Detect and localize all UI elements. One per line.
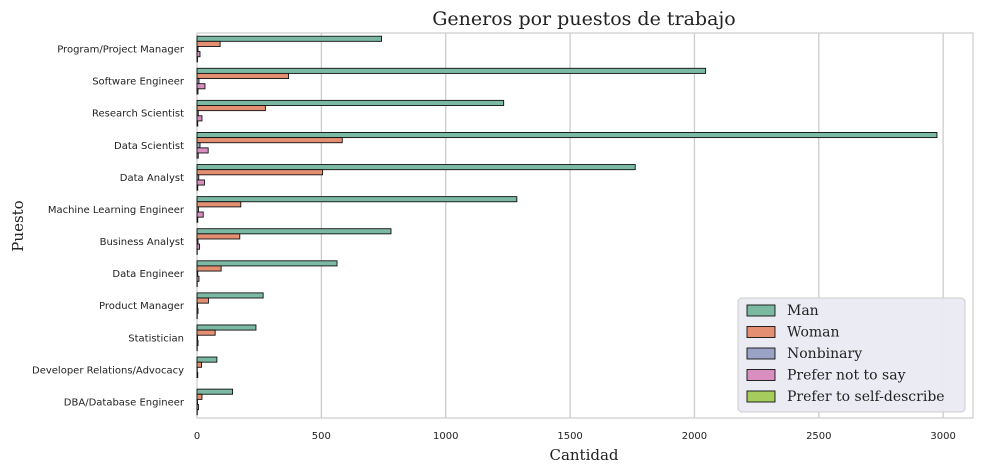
- bar: [196, 393, 203, 400]
- bar: [196, 228, 392, 235]
- y-tick-label: Program/Project Manager: [57, 45, 185, 56]
- bar: [196, 115, 203, 122]
- x-tick-label: 500: [312, 431, 331, 442]
- y-tick-label: Business Analyst: [100, 237, 184, 248]
- bar: [196, 72, 289, 80]
- bar: [196, 83, 206, 90]
- bar: [196, 132, 938, 139]
- bar: [196, 356, 218, 363]
- bar: [196, 339, 199, 346]
- bar: [196, 243, 200, 250]
- legend: Man Woman Nonbinary Prefer not to say Prefer…: [737, 297, 966, 413]
- legend-swatch: [746, 304, 776, 317]
- y-tick-label: Developer Relations/Advocacy: [32, 365, 184, 376]
- bar: [196, 196, 518, 203]
- bar: [196, 233, 241, 240]
- bar: [196, 297, 209, 304]
- bar: [196, 99, 505, 106]
- bar: [196, 35, 382, 42]
- y-tick-label: Statistician: [128, 333, 184, 344]
- bar: [196, 270, 199, 277]
- x-tick-labels: 0 500 1000 1500 2000 2500 3000: [194, 431, 956, 442]
- bar: [196, 120, 199, 127]
- legend-label: Prefer to self-describe: [787, 389, 945, 405]
- legend-label: Woman: [787, 325, 840, 341]
- bar: [196, 206, 199, 213]
- bar: [196, 388, 234, 395]
- bar: [196, 142, 201, 149]
- bar: [196, 216, 199, 223]
- bar: [196, 201, 242, 208]
- y-tick-label: Machine Learning Engineer: [48, 205, 185, 216]
- x-axis-label: Cantidad: [549, 446, 618, 464]
- legend-swatch: [746, 369, 776, 381]
- bar: [196, 179, 205, 186]
- y-tick-labels: Program/Project Manager Software Engineer…: [32, 45, 185, 409]
- legend-swatch: [746, 390, 776, 403]
- y-tick-label: Data Scientist: [114, 141, 184, 152]
- y-tick-label: Product Manager: [99, 301, 185, 312]
- legend-swatch: [746, 347, 776, 360]
- bar: [196, 184, 199, 191]
- x-tick-label: 2000: [682, 431, 707, 442]
- x-tick-label: 0: [194, 431, 200, 442]
- bar: [196, 137, 343, 144]
- bar: [196, 260, 338, 267]
- bar: [196, 152, 199, 159]
- legend-box: [737, 297, 966, 413]
- bar: [196, 292, 264, 299]
- bar: [196, 88, 199, 95]
- bar: [196, 361, 202, 368]
- y-axis-label: Puesto: [9, 200, 27, 251]
- y-tick-label: Software Engineer: [92, 77, 185, 88]
- x-tick-label: 1000: [433, 431, 458, 442]
- chart-title: Generos por puestos de trabajo: [432, 8, 736, 30]
- bar: [196, 147, 209, 154]
- bar: [196, 105, 266, 112]
- bar: [196, 169, 324, 176]
- legend-label: Prefer not to say: [787, 368, 906, 384]
- bar: [196, 371, 199, 379]
- bar: [196, 40, 221, 47]
- y-tick-label: DBA/Database Engineer: [64, 397, 185, 408]
- bar: [196, 238, 199, 245]
- bar: [196, 174, 200, 181]
- bar: [196, 67, 707, 74]
- y-tick-label: Data Engineer: [112, 269, 184, 280]
- bar: [196, 324, 257, 331]
- legend-label: Nonbinary: [787, 346, 862, 362]
- x-tick-label: 2500: [806, 431, 831, 442]
- bar: [196, 211, 204, 218]
- y-tick-label: Data Analyst: [120, 173, 184, 184]
- bar: [196, 307, 199, 314]
- bar: [196, 51, 201, 58]
- bar: [196, 265, 222, 272]
- bar: [196, 329, 216, 336]
- legend-label: Man: [787, 303, 819, 319]
- bar: [196, 275, 200, 282]
- bar: [196, 164, 636, 171]
- bar: [196, 110, 199, 117]
- bars: [196, 35, 938, 416]
- bar: [196, 78, 200, 85]
- x-tick-label: 1500: [557, 431, 582, 442]
- x-tick-label: 3000: [930, 431, 955, 442]
- y-tick-label: Research Scientist: [92, 109, 184, 120]
- bar: [196, 404, 199, 411]
- bar: [196, 46, 199, 53]
- legend-swatch: [746, 326, 776, 338]
